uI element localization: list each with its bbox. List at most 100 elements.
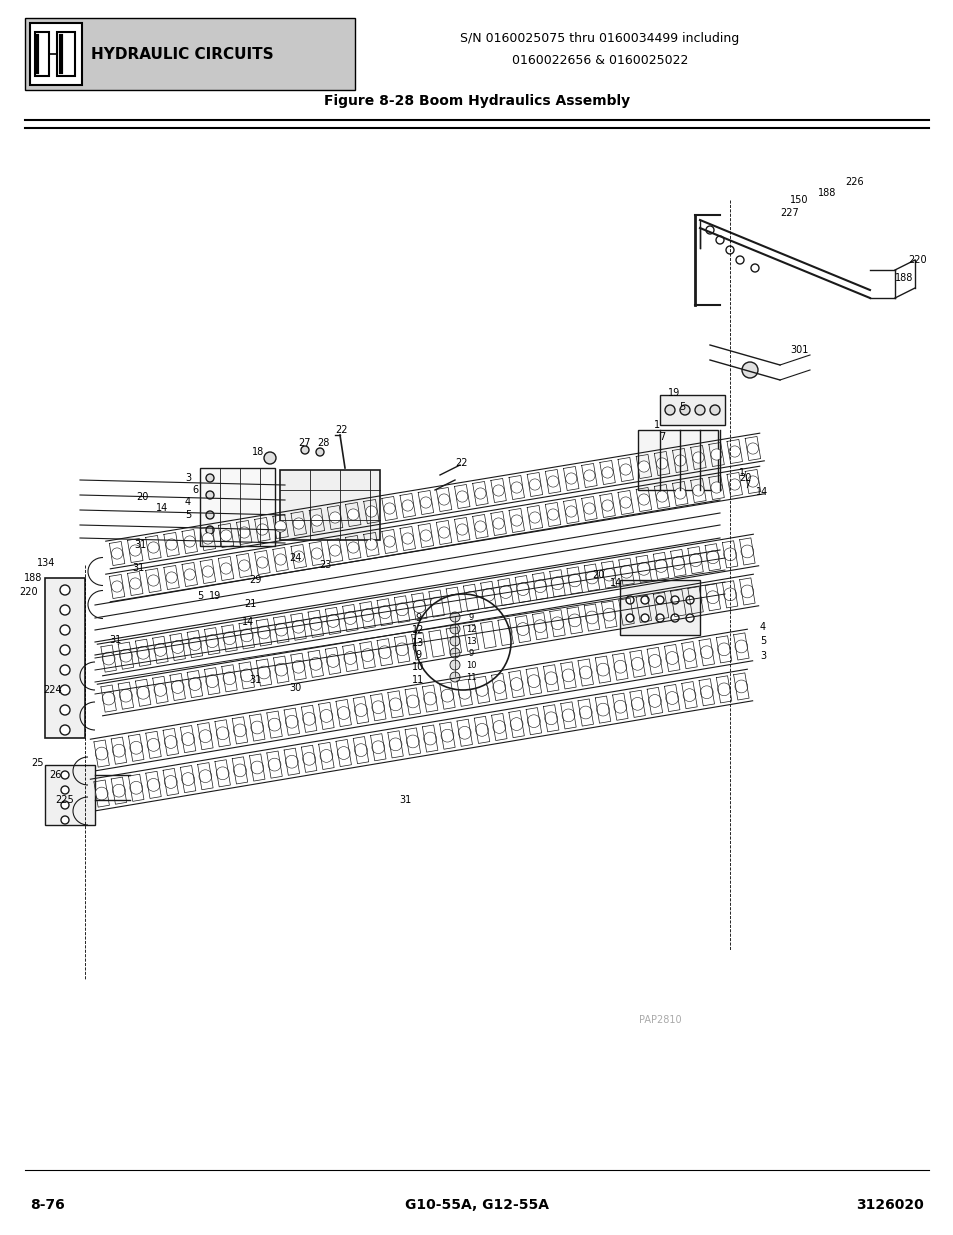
- Text: 9: 9: [415, 650, 420, 659]
- Circle shape: [130, 545, 141, 556]
- Bar: [45, 764, 95, 825]
- Circle shape: [637, 603, 650, 615]
- Text: 26: 26: [49, 769, 61, 781]
- Circle shape: [413, 600, 425, 613]
- Text: 18: 18: [252, 447, 264, 457]
- Circle shape: [184, 569, 195, 580]
- Circle shape: [61, 771, 69, 779]
- Circle shape: [420, 496, 431, 508]
- Text: 7: 7: [659, 432, 664, 442]
- Circle shape: [423, 692, 436, 705]
- Circle shape: [130, 578, 141, 589]
- Circle shape: [640, 614, 648, 622]
- Circle shape: [456, 490, 467, 503]
- Circle shape: [238, 559, 250, 571]
- Circle shape: [735, 256, 743, 264]
- Circle shape: [136, 687, 150, 699]
- Circle shape: [206, 492, 213, 499]
- Circle shape: [450, 636, 459, 646]
- Circle shape: [476, 683, 488, 697]
- Circle shape: [268, 758, 280, 771]
- Circle shape: [274, 624, 288, 636]
- Bar: [638, 430, 718, 490]
- Circle shape: [301, 446, 309, 454]
- Circle shape: [665, 692, 678, 704]
- Circle shape: [406, 735, 418, 748]
- Text: 7: 7: [743, 480, 749, 490]
- Text: 31: 31: [249, 676, 261, 685]
- Circle shape: [438, 494, 449, 505]
- Circle shape: [674, 454, 685, 466]
- Circle shape: [251, 761, 263, 774]
- Circle shape: [164, 776, 177, 788]
- Circle shape: [112, 580, 123, 592]
- Text: 1: 1: [653, 420, 659, 430]
- Circle shape: [516, 622, 529, 636]
- Text: 150: 150: [789, 195, 807, 205]
- Circle shape: [475, 521, 485, 532]
- Circle shape: [578, 666, 592, 679]
- Circle shape: [498, 626, 512, 638]
- Circle shape: [420, 530, 431, 541]
- Text: 25: 25: [31, 758, 44, 768]
- Circle shape: [602, 608, 615, 621]
- Circle shape: [656, 490, 667, 503]
- Circle shape: [164, 736, 177, 748]
- Circle shape: [395, 603, 408, 616]
- Circle shape: [440, 729, 454, 742]
- Circle shape: [311, 515, 322, 526]
- Circle shape: [383, 503, 395, 514]
- Circle shape: [329, 545, 340, 556]
- Text: 31: 31: [133, 540, 146, 550]
- Circle shape: [583, 469, 595, 482]
- Circle shape: [631, 698, 643, 710]
- Text: PAP2810: PAP2810: [638, 1015, 680, 1025]
- Circle shape: [206, 474, 213, 482]
- Circle shape: [674, 488, 685, 499]
- Text: Figure 8-28 Boom Hydraulics Assembly: Figure 8-28 Boom Hydraulics Assembly: [324, 94, 629, 107]
- Text: 3: 3: [185, 473, 191, 483]
- Circle shape: [60, 645, 70, 655]
- Circle shape: [740, 545, 753, 558]
- Circle shape: [60, 605, 70, 615]
- Circle shape: [199, 730, 212, 742]
- Circle shape: [365, 538, 376, 550]
- Circle shape: [372, 700, 384, 714]
- Circle shape: [648, 655, 660, 667]
- Circle shape: [631, 657, 643, 671]
- Circle shape: [153, 683, 167, 697]
- Circle shape: [534, 620, 546, 632]
- Bar: [30, 23, 82, 85]
- Circle shape: [319, 750, 333, 762]
- Text: 14: 14: [155, 503, 168, 513]
- Circle shape: [60, 585, 70, 595]
- Circle shape: [664, 405, 675, 415]
- Circle shape: [251, 721, 263, 734]
- Circle shape: [614, 661, 626, 673]
- Text: 224: 224: [43, 685, 62, 695]
- Bar: [45, 578, 85, 739]
- Circle shape: [60, 625, 70, 635]
- Text: 5: 5: [678, 403, 684, 412]
- Circle shape: [402, 500, 413, 511]
- Circle shape: [292, 620, 305, 634]
- Text: 5: 5: [185, 510, 191, 520]
- Circle shape: [511, 515, 522, 526]
- Circle shape: [361, 609, 374, 621]
- Text: 225: 225: [55, 795, 74, 805]
- Circle shape: [706, 551, 719, 563]
- Circle shape: [413, 640, 425, 653]
- Text: 220: 220: [19, 587, 38, 597]
- Bar: [25, 19, 355, 90]
- Text: 23: 23: [318, 559, 331, 571]
- Circle shape: [202, 532, 213, 545]
- Circle shape: [147, 778, 160, 792]
- Circle shape: [481, 588, 495, 601]
- Circle shape: [447, 594, 459, 608]
- Circle shape: [95, 747, 108, 760]
- Circle shape: [637, 562, 650, 576]
- Text: 19: 19: [209, 592, 221, 601]
- Circle shape: [112, 745, 125, 757]
- Circle shape: [347, 509, 358, 520]
- Circle shape: [746, 475, 758, 487]
